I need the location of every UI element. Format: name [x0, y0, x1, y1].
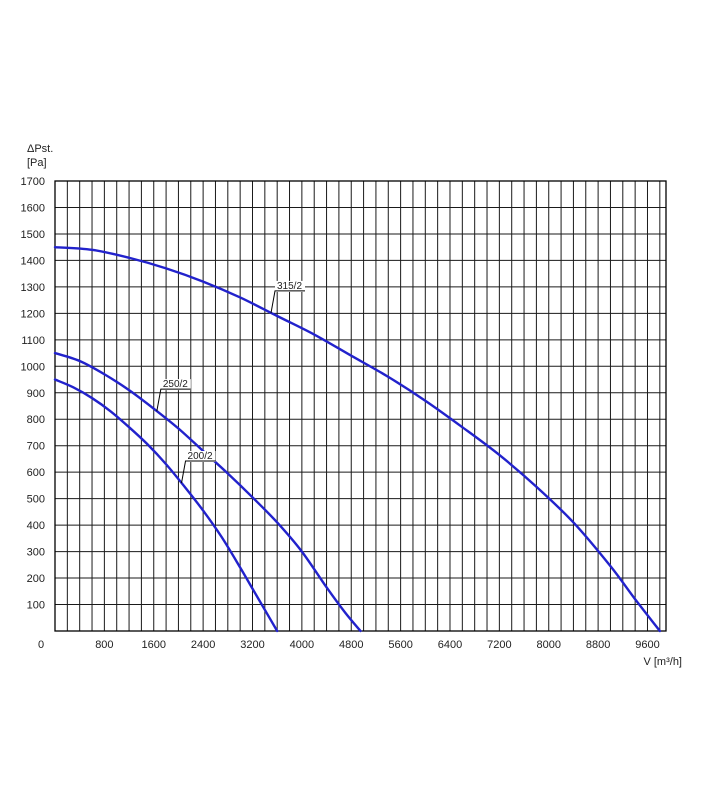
chart-grid [54, 180, 667, 632]
y-tick-label: 500 [27, 494, 45, 506]
y-axis-symbol: ΔPst. [27, 143, 53, 155]
x-tick-label: 800 [95, 639, 113, 651]
x-tick-label: 1600 [142, 639, 166, 651]
x-tick-label: 4000 [290, 639, 314, 651]
x-tick-label: 7200 [487, 639, 511, 651]
y-tick-label: 100 [27, 600, 45, 612]
y-tick-label: 1600 [21, 202, 45, 214]
x-tick-label: 3200 [240, 639, 264, 651]
y-tick-label: 700 [27, 441, 45, 453]
x-tick-label: 5600 [388, 639, 412, 651]
y-tick-label: 1100 [21, 335, 45, 347]
y-tick-label: 1500 [21, 229, 45, 241]
chart-curve-labels: 315/2 250/2 200/2 [156, 280, 306, 484]
curve-label-leader [181, 460, 216, 484]
curve-label-background [185, 450, 216, 462]
x-tick-label: 4800 [339, 639, 363, 651]
x-tick-label: 0 [38, 639, 44, 651]
y-tick-label: 900 [27, 388, 45, 400]
y-tick-label: 200 [27, 573, 45, 585]
curve-label-background [275, 280, 306, 292]
x-tick-label: 6400 [438, 639, 462, 651]
curve-250-2 [53, 351, 362, 633]
y-tick-label: 1000 [21, 361, 45, 373]
plot-border [54, 180, 667, 632]
x-tick-label: 9600 [635, 639, 659, 651]
x-tick-label: 2400 [191, 639, 215, 651]
y-tick-label: 1400 [21, 255, 45, 267]
y-tick-label: 300 [27, 547, 45, 559]
x-axis-label: V [m³/h] [643, 656, 682, 668]
y-axis-unit: [Pa] [27, 157, 47, 169]
curve-315-2 [53, 245, 662, 633]
x-tick-label: 8800 [586, 639, 610, 651]
curve-200-2 [53, 378, 279, 633]
y-tick-label: 400 [27, 520, 45, 532]
y-tick-label: 1700 [21, 176, 45, 188]
y-tick-label: 600 [27, 467, 45, 479]
curve-label-leader [156, 388, 191, 412]
chart-ticks: 0 800 1600 2400 3200 4000 4800 5600 6400 7200 8000… [21, 176, 660, 651]
y-tick-label: 1300 [21, 282, 45, 294]
y-tick-label: 800 [27, 414, 45, 426]
curve-label-leader [270, 290, 306, 314]
curve-label: 250/2 [163, 379, 188, 390]
curve-label: 315/2 [277, 281, 302, 292]
y-tick-label: 1200 [21, 308, 45, 320]
curve-label-background [160, 379, 191, 391]
curve-label: 200/2 [188, 451, 213, 462]
x-tick-label: 8000 [536, 639, 560, 651]
chart-curves [53, 245, 662, 633]
